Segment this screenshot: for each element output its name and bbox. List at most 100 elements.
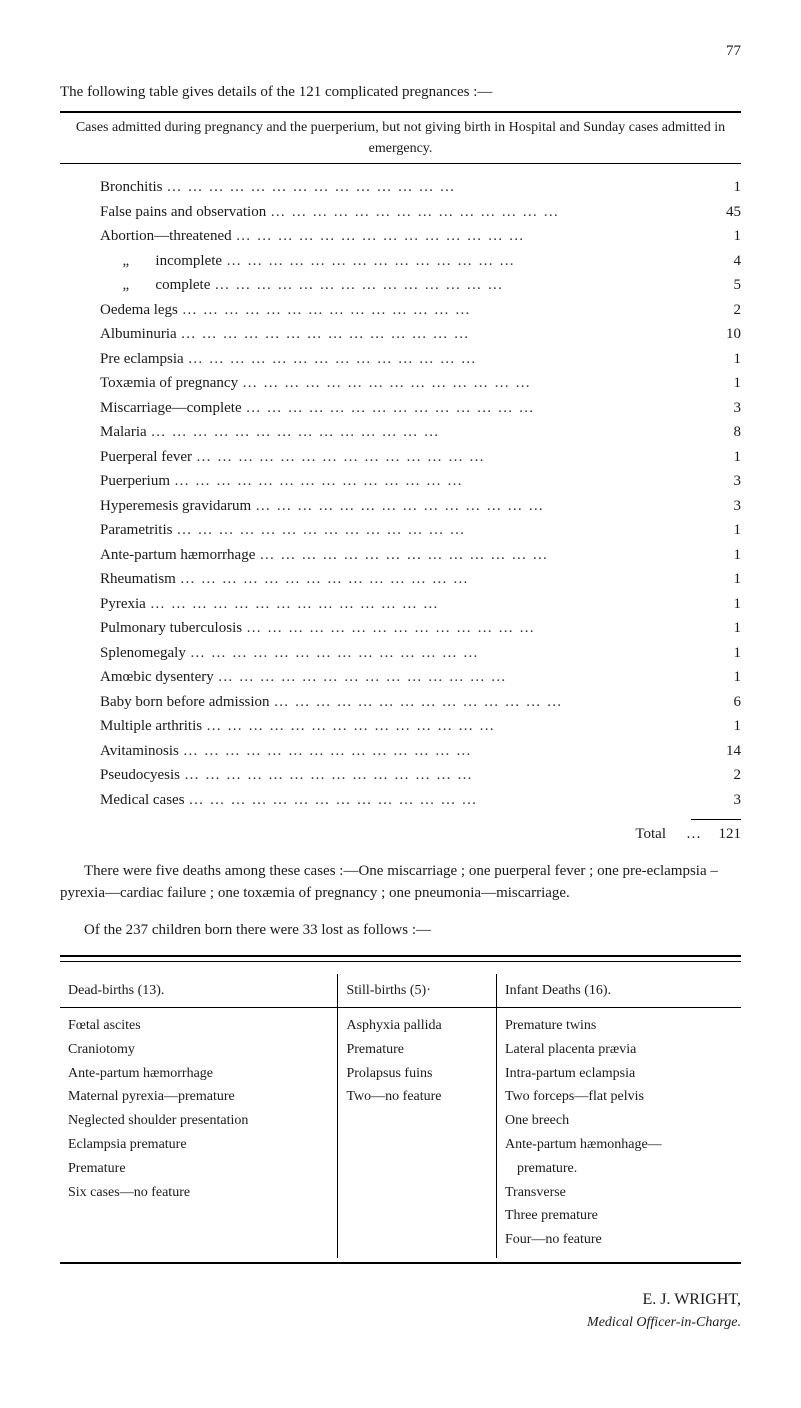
case-row: Ante-partum hæmorrhage……………………………………1 <box>100 544 741 567</box>
leader-dots: …………………………………… <box>184 764 697 787</box>
case-value: 1 <box>701 642 741 665</box>
case-row: Oedema legs……………………………………2 <box>100 299 741 322</box>
case-row: Pseudocyesis……………………………………2 <box>100 764 741 787</box>
total-dots: … <box>686 823 701 846</box>
case-label: Pyrexia <box>100 593 146 616</box>
case-label: Amœbic dysentery <box>100 666 214 689</box>
case-row: Amœbic dysentery……………………………………1 <box>100 666 741 689</box>
case-row: Hyperemesis gravidarum……………………………………3 <box>100 495 741 518</box>
list-item: Six cases—no feature <box>68 1181 329 1205</box>
case-row: Medical cases……………………………………3 <box>100 789 741 812</box>
case-row: Albuminuria……………………………………10 <box>100 323 741 346</box>
leader-dots: …………………………………… <box>246 617 697 640</box>
case-value: 3 <box>701 397 741 420</box>
leader-dots: …………………………………… <box>270 201 697 224</box>
para-deaths: There were five deaths among these cases… <box>60 860 741 905</box>
col3-cell: Premature twinsLateral placenta præviaIn… <box>496 1008 741 1258</box>
case-value: 14 <box>701 740 741 763</box>
leader-dots: …………………………………… <box>246 397 697 420</box>
case-value: 1 <box>701 544 741 567</box>
case-value: 1 <box>701 568 741 591</box>
leader-dots: …………………………………… <box>167 176 698 199</box>
case-value: 1 <box>701 446 741 469</box>
col1-cell: Fœtal ascitesCraniotomyAnte-partum hæmor… <box>60 1008 338 1258</box>
leader-dots: …………………………………… <box>214 274 697 297</box>
leader-dots: …………………………………… <box>151 421 697 444</box>
list-item: Prolapsus fuins <box>346 1062 488 1086</box>
table-header-row: Dead-births (13). Still-births (5)· Infa… <box>60 974 741 1007</box>
col-header-2: Still-births (5)· <box>338 974 497 1007</box>
list-item: Premature <box>68 1157 329 1181</box>
case-value: 1 <box>701 372 741 395</box>
signature-block: E. J. WRIGHT, Medical Officer-in-Charge. <box>60 1288 741 1333</box>
list-item: Premature <box>346 1038 488 1062</box>
case-value: 1 <box>701 519 741 542</box>
rule-below-table <box>60 1262 741 1264</box>
leader-dots: …………………………………… <box>188 348 697 371</box>
col-header-1: Dead-births (13). <box>60 974 338 1007</box>
rule-under-caption <box>60 163 741 164</box>
leader-dots: …………………………………… <box>180 568 697 591</box>
case-value: 6 <box>701 691 741 714</box>
list-item: Ante-partum hæmorrhage <box>68 1062 329 1086</box>
total-rule-row <box>100 819 741 821</box>
case-row: Miscarriage—complete……………………………………3 <box>100 397 741 420</box>
case-row: Puerperal fever……………………………………1 <box>100 446 741 469</box>
case-value: 2 <box>701 764 741 787</box>
intro-text: The following table gives details of the… <box>60 81 741 104</box>
col2-cell: Asphyxia pallidaPrematureProlapsus fuins… <box>338 1008 497 1258</box>
case-label: Hyperemesis gravidarum <box>100 495 251 518</box>
total-label: Total <box>635 823 666 846</box>
list-item: Ante-partum hæmonhage— <box>505 1133 733 1157</box>
case-label: Medical cases <box>100 789 185 812</box>
table-row: Fœtal ascitesCraniotomyAnte-partum hæmor… <box>60 1008 741 1258</box>
case-value: 3 <box>701 495 741 518</box>
results-table: Dead-births (13). Still-births (5)· Infa… <box>60 974 741 1258</box>
case-label: Oedema legs <box>100 299 178 322</box>
list-item: Neglected shoulder presentation <box>68 1109 329 1133</box>
case-label: Pre eclampsia <box>100 348 184 371</box>
leader-dots: …………………………………… <box>242 372 697 395</box>
case-label: False pains and observation <box>100 201 266 224</box>
leader-dots: …………………………………… <box>181 323 697 346</box>
case-value: 8 <box>701 421 741 444</box>
case-label: Miscarriage—complete <box>100 397 242 420</box>
case-label: Rheumatism <box>100 568 176 591</box>
case-label: Albuminuria <box>100 323 177 346</box>
case-row: Parametritis……………………………………1 <box>100 519 741 542</box>
case-row: Pyrexia……………………………………1 <box>100 593 741 616</box>
list-item: Transverse <box>505 1181 733 1205</box>
case-label: Parametritis <box>100 519 172 542</box>
leader-dots: …………………………………… <box>182 299 697 322</box>
rule-above-table <box>60 955 741 957</box>
list-item: Asphyxia pallida <box>346 1014 488 1038</box>
case-label: Bronchitis <box>100 176 163 199</box>
case-row: Multiple arthritis……………………………………1 <box>100 715 741 738</box>
case-value: 3 <box>701 789 741 812</box>
case-label: Abortion—threatened <box>100 225 232 248</box>
case-label: Baby born before admission <box>100 691 270 714</box>
list-item: Two—no feature <box>346 1085 488 1109</box>
list-item: Lateral placenta prævia <box>505 1038 733 1062</box>
case-label: Multiple arthritis <box>100 715 202 738</box>
list-item: Maternal pyrexia—premature <box>68 1085 329 1109</box>
total-rule <box>691 819 741 821</box>
leader-dots: …………………………………… <box>190 642 697 665</box>
case-row: Toxæmia of pregnancy……………………………………1 <box>100 372 741 395</box>
case-row: Pulmonary tuberculosis……………………………………1 <box>100 617 741 640</box>
case-value: 1 <box>701 593 741 616</box>
case-row: Splenomegaly……………………………………1 <box>100 642 741 665</box>
list-item: Three premature <box>505 1204 733 1228</box>
leader-dots: …………………………………… <box>226 250 697 273</box>
leader-dots: …………………………………… <box>174 470 697 493</box>
rule-top <box>60 111 741 113</box>
case-label: „ incomplete <box>100 250 222 273</box>
case-row: Baby born before admission……………………………………… <box>100 691 741 714</box>
case-value: 45 <box>701 201 741 224</box>
case-value: 2 <box>701 299 741 322</box>
leader-dots: …………………………………… <box>255 495 697 518</box>
list-item: One breech <box>505 1109 733 1133</box>
case-value: 1 <box>701 176 741 199</box>
para-children: Of the 237 children born there were 33 l… <box>60 919 741 942</box>
case-label: Pseudocyesis <box>100 764 180 787</box>
